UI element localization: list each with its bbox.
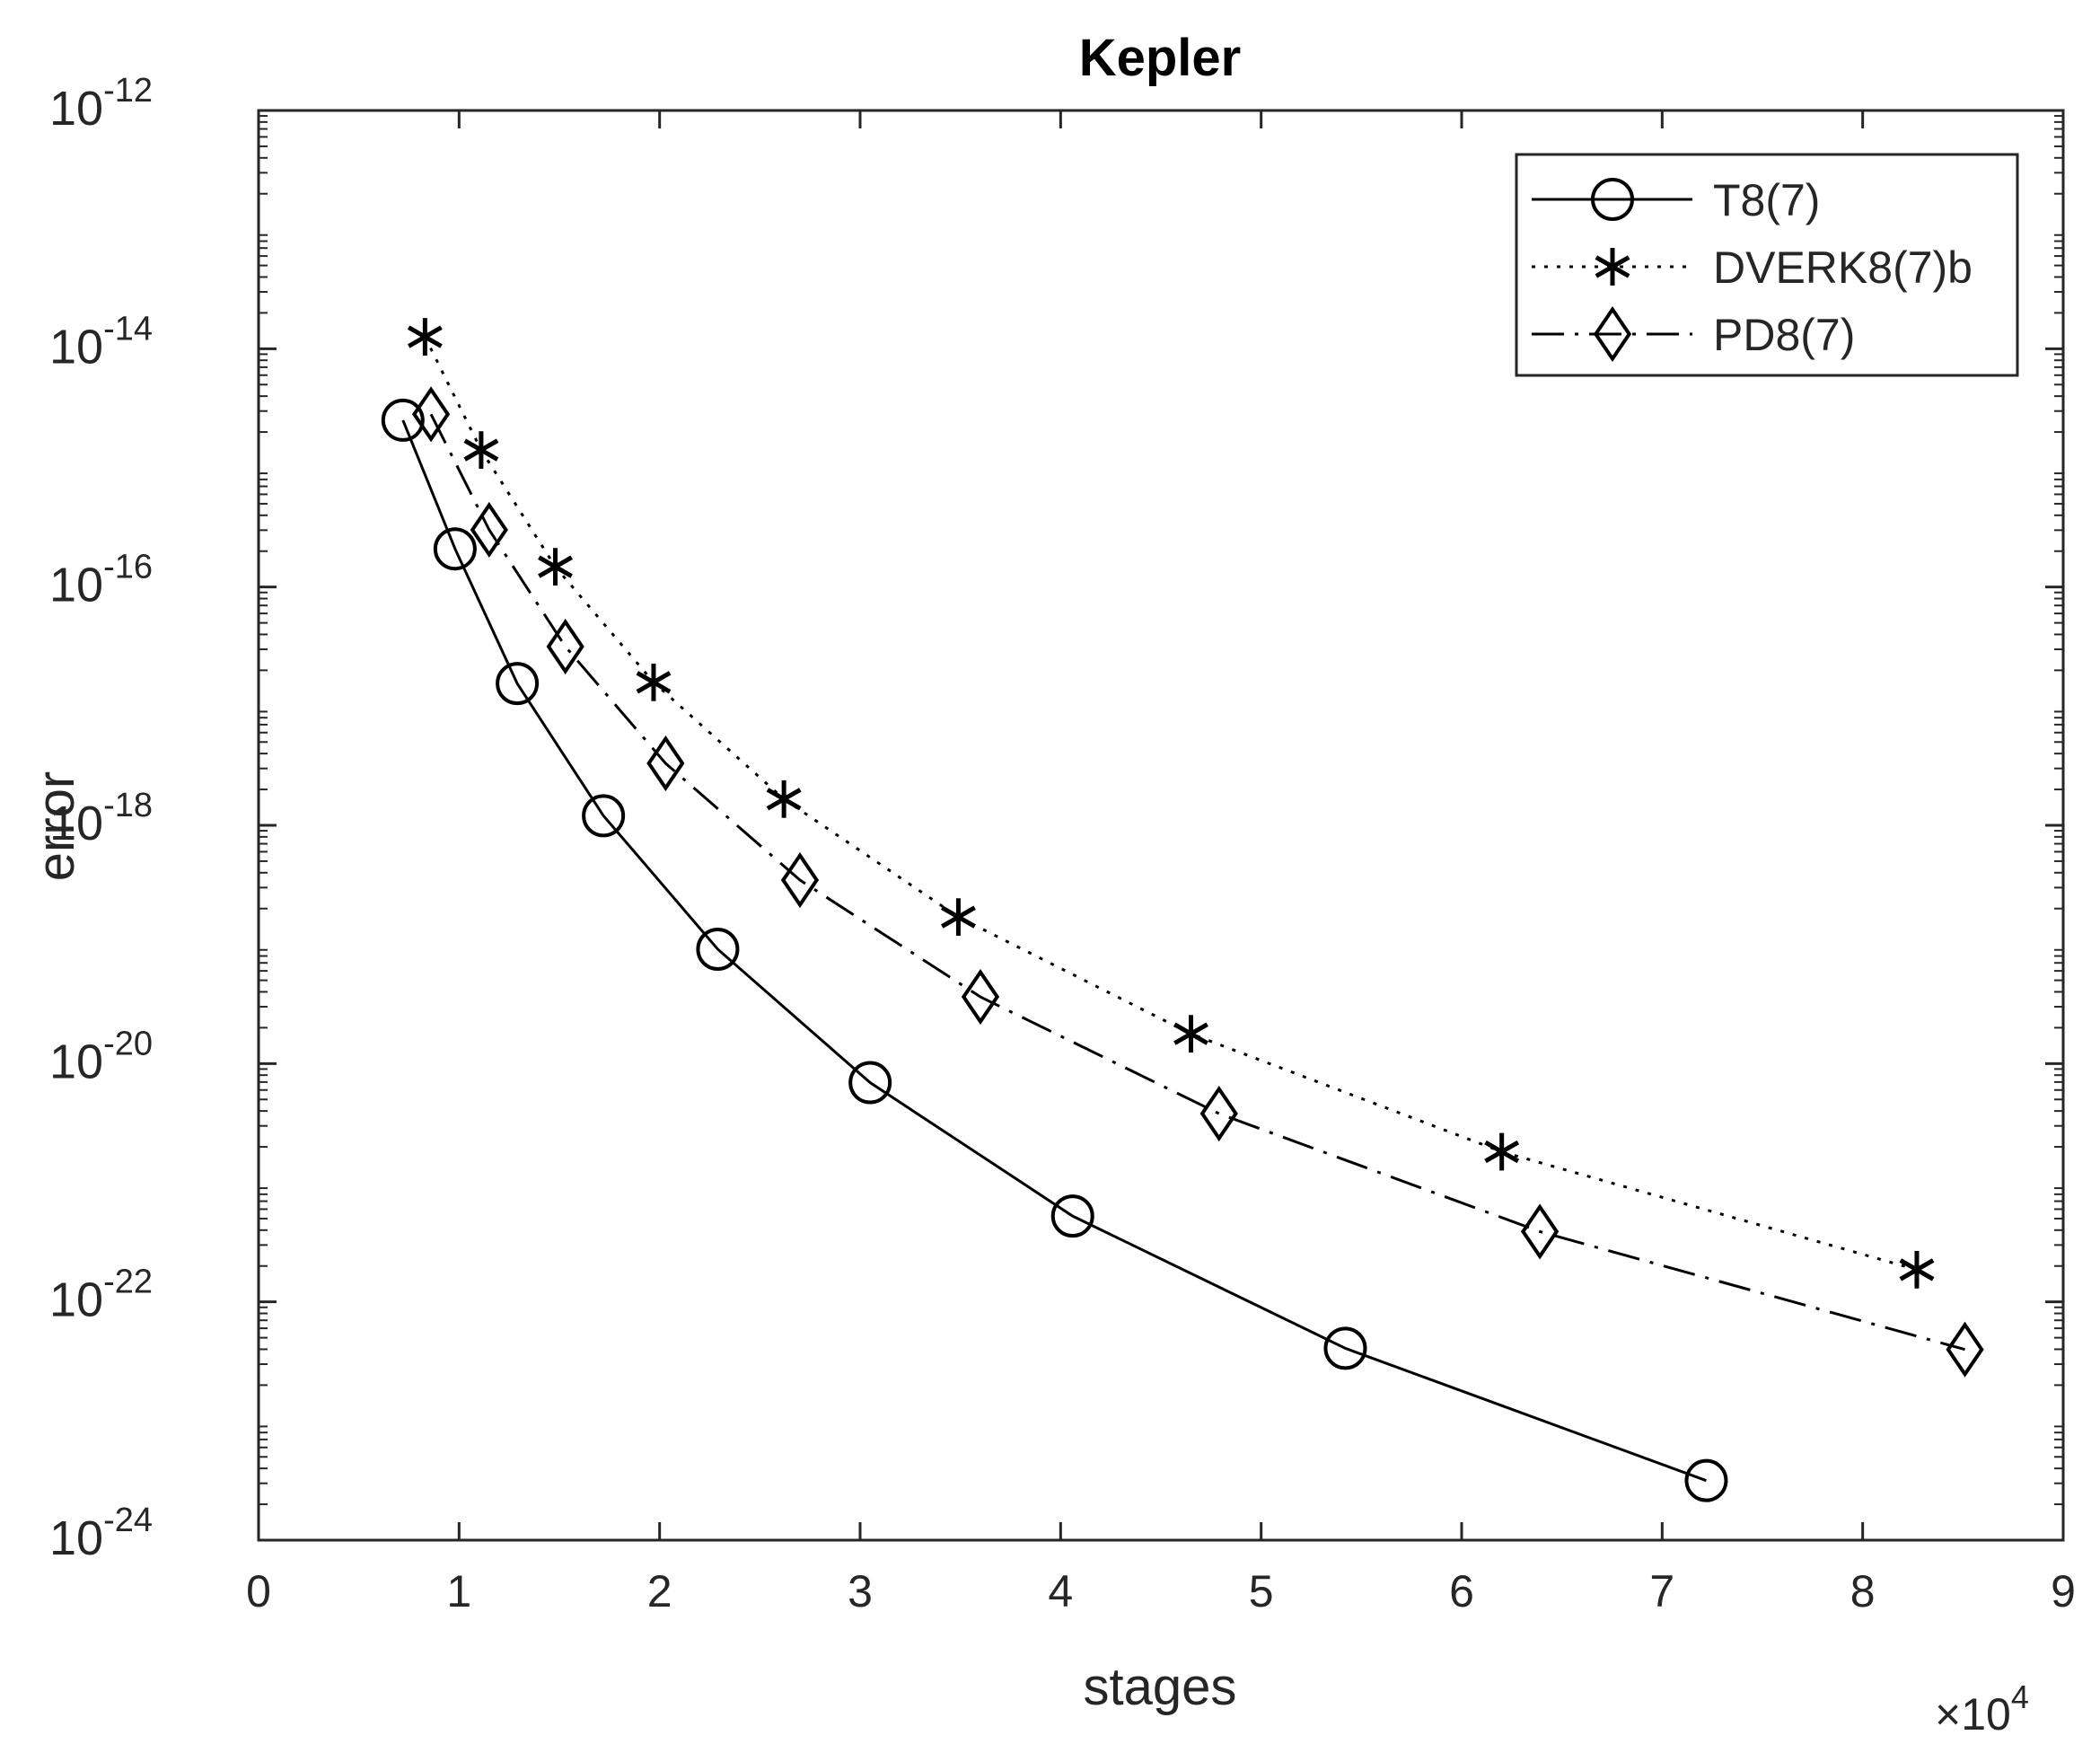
y-axis-label: error xyxy=(27,771,85,881)
asterisk-stroke xyxy=(766,788,802,811)
y-tick-exponent: -24 xyxy=(103,1502,153,1539)
x-scale-exponent: 4 xyxy=(2011,1678,2029,1715)
series-point-t8-7 xyxy=(433,527,477,571)
series-point-dverk8-7-b xyxy=(941,898,976,937)
series-point-pd8-7 xyxy=(1520,1203,1560,1260)
series-point-dverk8-7-b xyxy=(1484,1132,1520,1171)
series-point-dverk8-7-b xyxy=(636,663,672,701)
legend: T8(7) DVERK8(7)b PD8(7) xyxy=(1515,153,2019,377)
series-point-t8-7 xyxy=(1323,1326,1367,1370)
x-tick-label: 8 xyxy=(1850,1566,1876,1616)
y-tick-exponent: -12 xyxy=(103,72,153,110)
asterisk-stroke xyxy=(636,671,672,694)
x-scale-multiplier: ×104 xyxy=(1935,1678,2029,1740)
series-point-pd8-7 xyxy=(646,735,685,792)
x-axis: 0 1 2 3 4 5 6 7 8 9 xyxy=(246,110,2076,1616)
x-tick-label: 6 xyxy=(1449,1566,1474,1616)
x-tick-label: 0 xyxy=(246,1566,271,1616)
asterisk-stroke xyxy=(538,555,573,578)
x-tick-label: 3 xyxy=(848,1566,873,1616)
x-tick-label: 2 xyxy=(647,1566,672,1616)
series-point-dverk8-7-b xyxy=(407,318,443,356)
series-point-t8-7 xyxy=(1684,1458,1728,1502)
legend-label-pd8-7: PD8(7) xyxy=(1713,310,1855,360)
x-tick-label: 9 xyxy=(2051,1566,2076,1616)
series-line-pd8-7 xyxy=(429,413,1965,1352)
y-tick-label: 10-16 xyxy=(49,549,153,612)
asterisk-stroke xyxy=(1484,1140,1520,1164)
y-tick-base: 10 xyxy=(49,559,103,612)
series-point-t8-7 xyxy=(1050,1194,1094,1238)
y-tick-base: 10 xyxy=(49,82,103,136)
x-tick-label: 4 xyxy=(1048,1566,1073,1616)
y-tick-base: 10 xyxy=(49,1035,103,1088)
y-tick-exponent: -14 xyxy=(103,310,153,348)
series-point-t8-7 xyxy=(848,1061,892,1105)
series-point-pd8-7 xyxy=(470,501,508,559)
y-tick-base: 10 xyxy=(49,1511,103,1565)
y-tick-exponent: -16 xyxy=(103,549,153,586)
legend-items: T8(7) DVERK8(7)b PD8(7) xyxy=(1532,175,1973,363)
y-tick-label: 10-14 xyxy=(49,310,153,374)
asterisk-stroke xyxy=(1173,1022,1208,1045)
x-tick-label: 1 xyxy=(446,1566,471,1616)
series-point-t8-7 xyxy=(496,662,540,706)
series-point-dverk8-7-b xyxy=(463,431,499,469)
series-point-pd8-7 xyxy=(1199,1085,1238,1142)
series-layer xyxy=(381,318,1984,1502)
series-point-pd8-7 xyxy=(411,386,451,443)
legend-marker-pd8-7 xyxy=(1593,305,1632,363)
asterisk-stroke xyxy=(1595,255,1630,278)
series-point-t8-7 xyxy=(696,927,740,971)
x-axis-label: stages xyxy=(1084,1658,1237,1716)
series-point-dverk8-7-b xyxy=(1899,1250,1935,1289)
asterisk-stroke xyxy=(463,438,499,462)
asterisk-stroke xyxy=(407,325,443,348)
series-point-dverk8-7-b xyxy=(766,780,802,818)
minor-ticks xyxy=(259,115,2063,1506)
y-tick-exponent: -18 xyxy=(103,787,153,824)
y-tick-exponent: -22 xyxy=(103,1264,153,1301)
series-point-pd8-7 xyxy=(546,618,584,675)
y-tick-label: 10-24 xyxy=(49,1502,153,1565)
asterisk-stroke xyxy=(1899,1258,1935,1282)
series-point-dverk8-7-b xyxy=(1173,1015,1208,1053)
asterisk-stroke xyxy=(941,905,976,929)
legend-marker-dverk8-7-b xyxy=(1595,248,1630,286)
series-point-pd8-7 xyxy=(1946,1321,1984,1378)
chart-title: Kepler xyxy=(1079,29,1242,87)
y-tick-label: 10-12 xyxy=(49,72,153,136)
y-tick-base: 10 xyxy=(49,320,103,374)
legend-marker-t8-7 xyxy=(1591,178,1634,221)
y-tick-exponent: -20 xyxy=(103,1025,153,1062)
x-tick-label: 5 xyxy=(1249,1566,1274,1616)
series-point-t8-7 xyxy=(381,398,425,442)
legend-label-t8-7: T8(7) xyxy=(1713,175,1820,225)
series-line-t8-7 xyxy=(401,419,1707,1483)
series-point-dverk8-7-b xyxy=(538,548,573,586)
x-tick-label: 7 xyxy=(1649,1566,1674,1616)
legend-label-dverk8-7-b: DVERK8(7)b xyxy=(1713,242,1973,293)
y-tick-base: 10 xyxy=(49,797,103,850)
y-tick-base: 10 xyxy=(49,1273,103,1327)
y-tick-label: 10-20 xyxy=(49,1025,153,1088)
series-point-pd8-7 xyxy=(780,851,820,909)
x-scale-base: ×10 xyxy=(1935,1689,2011,1740)
series-point-t8-7 xyxy=(582,794,626,838)
y-tick-label: 10-18 xyxy=(49,787,153,850)
y-tick-label: 10-22 xyxy=(49,1264,153,1327)
series-point-pd8-7 xyxy=(961,968,1000,1026)
